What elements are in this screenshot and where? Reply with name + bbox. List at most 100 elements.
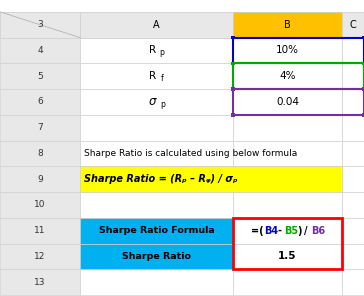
Bar — [233, 218, 342, 244]
Bar — [0, 115, 80, 141]
Text: 4: 4 — [37, 46, 43, 55]
Bar — [80, 38, 233, 63]
Text: 5: 5 — [37, 72, 43, 81]
Bar — [233, 244, 342, 269]
Bar — [231, 62, 235, 65]
Bar — [231, 87, 235, 91]
Bar — [80, 192, 233, 218]
Bar — [231, 113, 235, 117]
Text: B4: B4 — [264, 226, 278, 236]
Bar — [233, 12, 342, 38]
Text: 11: 11 — [34, 226, 46, 235]
Text: Sharpe Ratio is calculated using below formula: Sharpe Ratio is calculated using below f… — [84, 149, 297, 158]
Bar — [342, 115, 364, 141]
Bar — [80, 115, 233, 141]
Text: 12: 12 — [34, 252, 46, 261]
Bar — [362, 36, 364, 39]
Bar — [231, 36, 235, 39]
Text: 13: 13 — [34, 278, 46, 287]
Text: B5: B5 — [284, 226, 298, 236]
Bar — [80, 141, 233, 166]
Text: 0.04: 0.04 — [276, 97, 299, 107]
Bar — [0, 166, 80, 192]
Text: -: - — [277, 226, 281, 236]
Bar — [233, 218, 342, 269]
Bar — [0, 12, 80, 38]
Bar — [80, 166, 342, 192]
Text: 8: 8 — [37, 149, 43, 158]
Text: 9: 9 — [37, 175, 43, 184]
Bar — [80, 63, 233, 89]
Bar — [342, 192, 364, 218]
Bar — [0, 141, 80, 166]
Bar — [342, 269, 364, 295]
Text: R: R — [149, 71, 157, 81]
Bar — [362, 87, 364, 91]
Text: C: C — [350, 20, 356, 30]
Text: σ: σ — [149, 96, 157, 108]
Bar — [80, 244, 233, 269]
Text: 10%: 10% — [276, 46, 299, 55]
Bar — [0, 218, 80, 244]
Text: 6: 6 — [37, 97, 43, 107]
Text: 3: 3 — [37, 20, 43, 29]
Text: Sharpe Ratio Formula: Sharpe Ratio Formula — [99, 226, 214, 235]
Bar — [342, 12, 364, 38]
Text: R: R — [149, 46, 157, 55]
Bar — [0, 192, 80, 218]
Bar — [80, 12, 233, 38]
Bar — [80, 166, 233, 192]
Bar — [0, 12, 80, 38]
Text: B6: B6 — [311, 226, 325, 236]
Text: 7: 7 — [37, 123, 43, 132]
Bar — [0, 38, 80, 63]
Bar — [342, 218, 364, 244]
Bar — [80, 12, 233, 38]
Text: B: B — [284, 20, 291, 30]
Text: 1.5: 1.5 — [278, 252, 297, 261]
Bar — [233, 244, 342, 269]
Bar — [342, 244, 364, 269]
Bar — [233, 38, 342, 63]
Bar — [362, 62, 364, 65]
Bar — [233, 38, 364, 63]
Text: Sharpe Ratio: Sharpe Ratio — [122, 252, 191, 261]
Text: 4%: 4% — [279, 71, 296, 81]
Bar — [233, 218, 342, 244]
Bar — [233, 269, 342, 295]
Bar — [231, 62, 235, 65]
Bar — [0, 244, 80, 269]
Text: =(: =( — [250, 226, 263, 236]
Bar — [233, 115, 342, 141]
Bar — [362, 113, 364, 117]
Text: f: f — [161, 74, 163, 83]
Bar — [342, 89, 364, 115]
Text: p: p — [161, 100, 166, 109]
Bar — [233, 63, 342, 89]
Bar — [342, 63, 364, 89]
Bar — [233, 89, 342, 115]
Bar — [342, 38, 364, 63]
Bar — [231, 87, 235, 91]
Bar — [233, 89, 364, 115]
Bar — [80, 244, 233, 269]
Bar — [233, 192, 342, 218]
Bar — [80, 218, 233, 244]
Text: Sharpe Ratio = (Rₚ – Rᵩ) / σₚ: Sharpe Ratio = (Rₚ – Rᵩ) / σₚ — [84, 174, 238, 184]
Bar — [80, 269, 233, 295]
Bar — [233, 141, 342, 166]
Bar — [362, 62, 364, 65]
Bar — [362, 87, 364, 91]
Bar — [80, 218, 233, 244]
Bar — [0, 269, 80, 295]
Text: /: / — [304, 226, 308, 236]
Text: A: A — [153, 20, 160, 30]
Bar — [233, 166, 342, 192]
Bar — [0, 63, 80, 89]
Bar — [233, 12, 342, 38]
Text: p: p — [159, 48, 165, 57]
Bar — [0, 89, 80, 115]
Text: 10: 10 — [34, 200, 46, 210]
Bar — [233, 63, 364, 89]
Bar — [80, 89, 233, 115]
